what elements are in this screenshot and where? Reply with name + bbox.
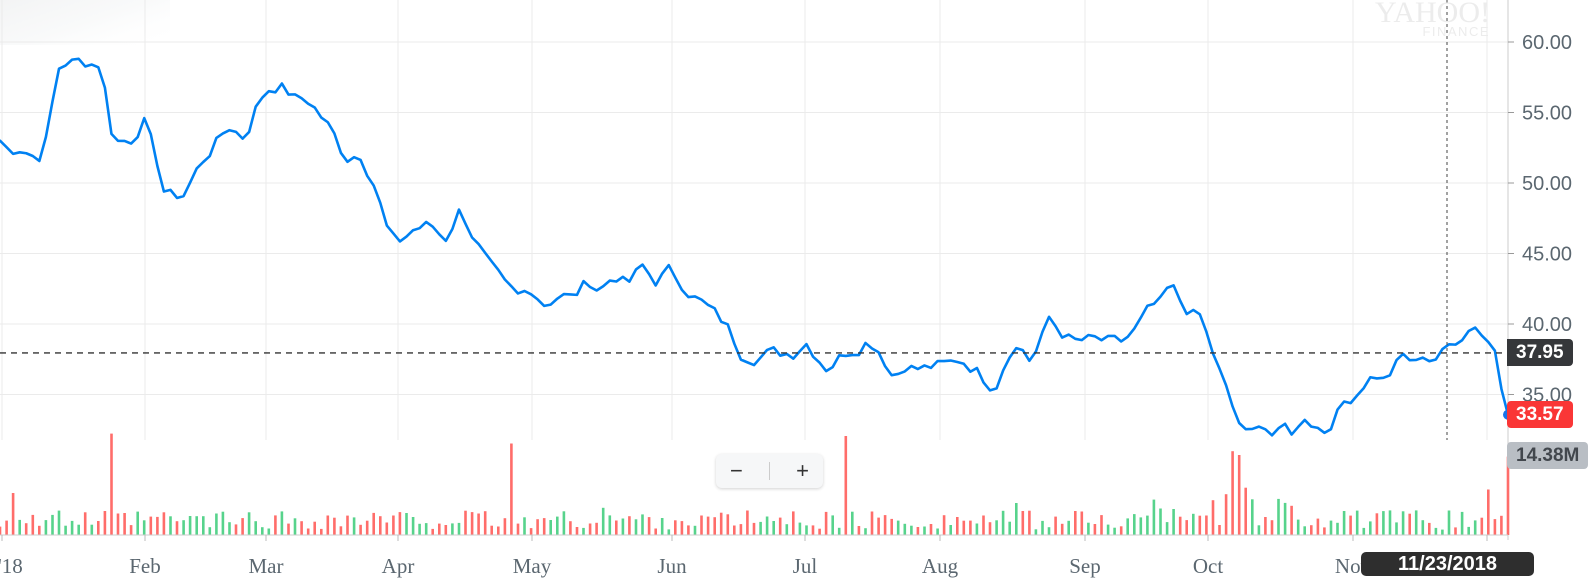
svg-text:Oct: Oct — [1193, 554, 1223, 578]
svg-text:Jul: Jul — [793, 554, 818, 578]
svg-text:Jun: Jun — [657, 554, 687, 578]
svg-text:50.00: 50.00 — [1522, 173, 1572, 195]
svg-text:60.00: 60.00 — [1522, 32, 1572, 54]
svg-text:Mar: Mar — [249, 554, 284, 578]
svg-text:'18: '18 — [0, 554, 23, 578]
svg-text:Apr: Apr — [382, 554, 415, 578]
svg-text:May: May — [513, 554, 552, 578]
svg-text:45.00: 45.00 — [1522, 244, 1572, 266]
svg-text:Feb: Feb — [129, 554, 161, 578]
svg-text:Sep: Sep — [1069, 554, 1101, 578]
svg-text:40.00: 40.00 — [1522, 314, 1572, 336]
svg-text:55.00: 55.00 — [1522, 103, 1572, 125]
svg-text:Aug: Aug — [922, 554, 959, 578]
svg-text:FINANCE: FINANCE — [1422, 24, 1490, 39]
